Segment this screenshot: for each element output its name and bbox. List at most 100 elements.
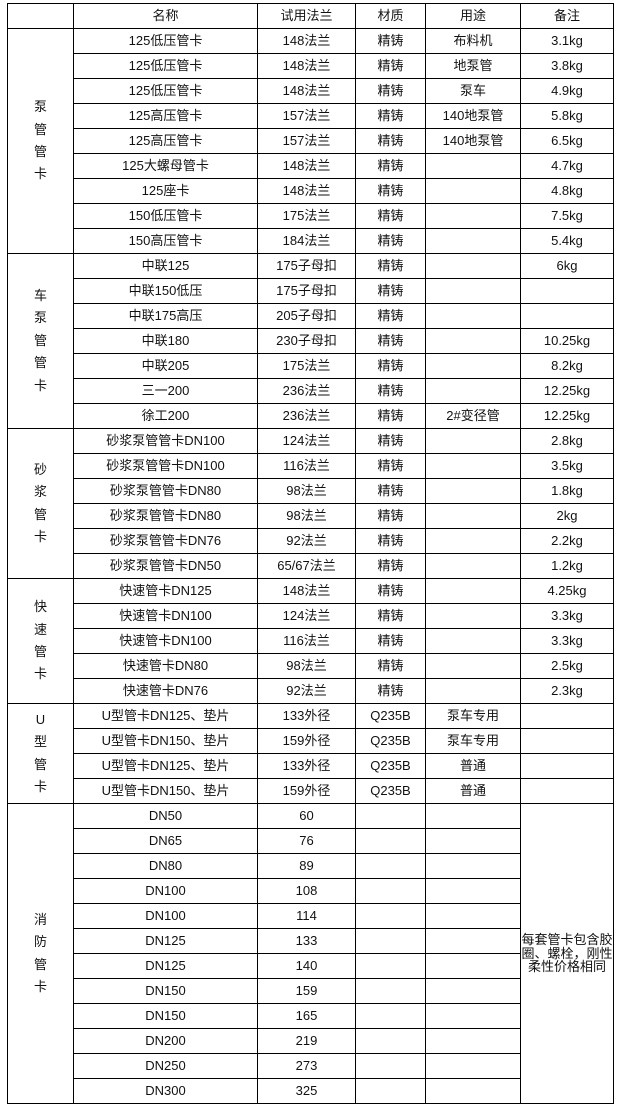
cell-flange: 159外径 xyxy=(257,728,356,754)
table-row: 125高压管卡 157法兰 精铸 140地泵管 5.8kg xyxy=(8,103,614,129)
cell-remark: 2.5kg xyxy=(520,653,614,679)
cell-flange: 236法兰 xyxy=(257,378,356,404)
cell-material: 精铸 xyxy=(355,253,426,279)
cell-name: 快速管卡DN125 xyxy=(73,578,258,604)
cell-usage xyxy=(425,1078,521,1104)
cell-name: DN50 xyxy=(73,803,258,829)
cell-material: 精铸 xyxy=(355,603,426,629)
cell-flange: 148法兰 xyxy=(257,28,356,54)
category-label: 消防管卡 xyxy=(8,804,73,1103)
cell-usage xyxy=(425,328,521,354)
cell-usage: 普通 xyxy=(425,778,521,804)
cell-flange: 140 xyxy=(257,953,356,979)
cell-flange: 175法兰 xyxy=(257,353,356,379)
cell-flange: 108 xyxy=(257,878,356,904)
cell-flange: 98法兰 xyxy=(257,653,356,679)
table-row: 徐工200 236法兰 精铸 2#变径管 12.25kg xyxy=(8,403,614,429)
cell-remark: 3.3kg xyxy=(520,603,614,629)
cell-material xyxy=(355,928,426,954)
cell-usage: 2#变径管 xyxy=(425,403,521,429)
category-label-char: 管 xyxy=(33,644,47,659)
cell-flange: 165 xyxy=(257,1003,356,1029)
cell-usage xyxy=(425,178,521,204)
cell-remark: 1.8kg xyxy=(520,478,614,504)
cell-flange: 175子母扣 xyxy=(257,253,356,279)
cell-name: 快速管卡DN100 xyxy=(73,603,258,629)
category-label-char: 车 xyxy=(33,288,47,304)
cell-name: 砂浆泵管管卡DN80 xyxy=(73,478,258,504)
category-cell: 砂浆管卡 xyxy=(7,428,74,579)
cell-name: 150低压管卡 xyxy=(73,203,258,229)
cell-usage: 地泵管 xyxy=(425,53,521,79)
cell-usage xyxy=(425,153,521,179)
cell-material: 精铸 xyxy=(355,78,426,104)
cell-flange: 325 xyxy=(257,1078,356,1104)
cell-material: 精铸 xyxy=(355,203,426,229)
cell-material: 精铸 xyxy=(355,353,426,379)
table-row: 砂浆泵管管卡DN100 116法兰 精铸 3.5kg xyxy=(8,453,614,479)
cell-usage xyxy=(425,928,521,954)
table-row: 中联175高压 205子母扣 精铸 xyxy=(8,303,614,329)
cell-name: 中联150低压 xyxy=(73,278,258,304)
cell-name: 砂浆泵管管卡DN76 xyxy=(73,528,258,554)
cell-name: DN125 xyxy=(73,953,258,979)
cell-name: DN250 xyxy=(73,1053,258,1079)
cell-remark: 12.25kg xyxy=(520,403,614,429)
table-row: 125座卡 148法兰 精铸 4.8kg xyxy=(8,178,614,204)
cell-material xyxy=(355,1003,426,1029)
table-row: 快速管卡DN76 92法兰 精铸 2.3kg xyxy=(8,678,614,704)
table-row: DN100 114 xyxy=(8,903,614,929)
cell-remark-merged: 每套管卡包含胶圈、螺栓，刚性柔性价格相同 xyxy=(520,803,614,1104)
cell-remark xyxy=(520,728,614,754)
cell-name: DN200 xyxy=(73,1028,258,1054)
cell-usage xyxy=(425,828,521,854)
table-row: 快速管卡DN80 98法兰 精铸 2.5kg xyxy=(8,653,614,679)
cell-flange: 159 xyxy=(257,978,356,1004)
cell-usage xyxy=(425,678,521,704)
cell-material: 精铸 xyxy=(355,428,426,454)
table-row: 中联180 230子母扣 精铸 10.25kg xyxy=(8,328,614,354)
cell-name: U型管卡DN125、垫片 xyxy=(73,703,258,729)
category-label-char: 管 xyxy=(33,355,47,371)
cell-usage xyxy=(425,653,521,679)
table-row: 中联205 175法兰 精铸 8.2kg xyxy=(8,353,614,379)
cell-name: U型管卡DN125、垫片 xyxy=(73,753,258,779)
header-cell-category xyxy=(7,3,74,29)
cell-remark xyxy=(520,278,614,304)
cell-name: DN300 xyxy=(73,1078,258,1104)
header-cell-remark: 备注 xyxy=(520,3,614,29)
table-row: 砂浆泵管管卡DN80 98法兰 精铸 2kg xyxy=(8,503,614,529)
cell-flange: 114 xyxy=(257,903,356,929)
cell-material: Q235B xyxy=(355,728,426,754)
cell-material: 精铸 xyxy=(355,403,426,429)
cell-material: Q235B xyxy=(355,703,426,729)
cell-flange: 175子母扣 xyxy=(257,278,356,304)
table-row: 中联150低压 175子母扣 精铸 xyxy=(8,278,614,304)
cell-material: 精铸 xyxy=(355,278,426,304)
cell-name: 快速管卡DN76 xyxy=(73,678,258,704)
cell-name: 125高压管卡 xyxy=(73,128,258,154)
cell-flange: 159外径 xyxy=(257,778,356,804)
cell-material: 精铸 xyxy=(355,378,426,404)
cell-usage: 普通 xyxy=(425,753,521,779)
header-cell-flange: 试用法兰 xyxy=(257,3,356,29)
cell-flange: 116法兰 xyxy=(257,628,356,654)
category-label-char: 浆 xyxy=(33,484,47,500)
cell-material: 精铸 xyxy=(355,328,426,354)
cell-material xyxy=(355,828,426,854)
header-cell-material: 材质 xyxy=(355,3,426,29)
table-row: 125大螺母管卡 148法兰 精铸 4.7kg xyxy=(8,153,614,179)
cell-name: 砂浆泵管管卡DN100 xyxy=(73,428,258,454)
cell-name: DN65 xyxy=(73,828,258,854)
cell-name: 125高压管卡 xyxy=(73,103,258,129)
cell-flange: 116法兰 xyxy=(257,453,356,479)
header-cell-name: 名称 xyxy=(73,3,258,29)
cell-material: Q235B xyxy=(355,778,426,804)
cell-flange: 148法兰 xyxy=(257,53,356,79)
table-row: 150低压管卡 175法兰 精铸 7.5kg xyxy=(8,203,614,229)
cell-remark: 1.2kg xyxy=(520,553,614,579)
header-cell-usage: 用途 xyxy=(425,3,521,29)
category-label-char: 消 xyxy=(33,911,47,927)
cell-name: DN80 xyxy=(73,853,258,879)
